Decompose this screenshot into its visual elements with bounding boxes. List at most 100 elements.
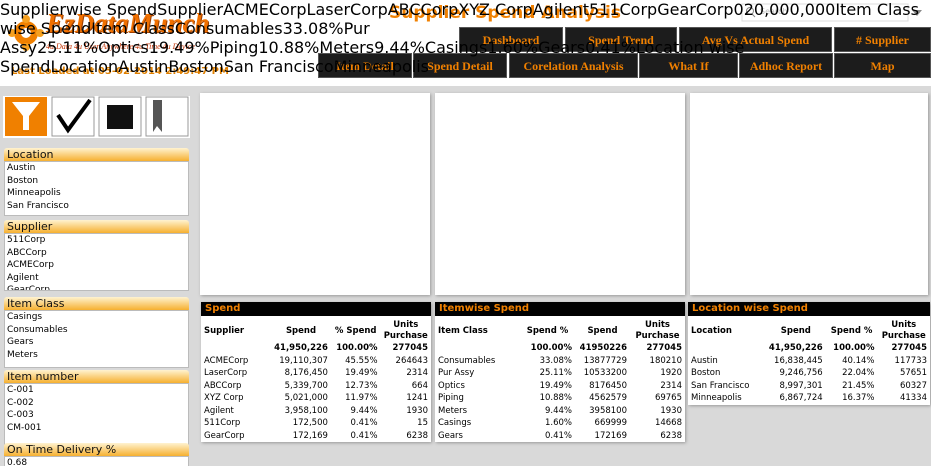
dropdown-arrow[interactable] xyxy=(912,10,922,16)
filter-item[interactable]: C-003 xyxy=(7,410,34,420)
legend-value: 1.60% xyxy=(487,38,539,57)
nav-tab[interactable]: Corelation Analysis xyxy=(509,53,638,78)
cell: 45.55% xyxy=(345,355,378,366)
total-cell xyxy=(435,342,520,355)
cell: Optics xyxy=(438,380,465,391)
data-row[interactable]: Agilent 3,958,100 9.44% 1930 xyxy=(201,405,431,418)
legend-label: Piping xyxy=(209,38,259,57)
header-cell[interactable]: Item Class xyxy=(438,325,488,336)
header-cell[interactable]: Spend % xyxy=(526,325,569,336)
totals-row: 41,950,226 100.00% 277045 xyxy=(201,342,431,355)
search-box[interactable] xyxy=(741,3,909,22)
cell: 10.88% xyxy=(539,393,572,403)
total-cell: 41,950,226 xyxy=(274,343,328,353)
filter-icon xyxy=(12,102,40,130)
header-cell[interactable]: Spend % xyxy=(830,325,873,336)
nav-tab[interactable]: Avg Vs Actual Spend xyxy=(679,27,832,52)
last-loaded: Last Loaded at 05-02-2014 2:49:47 PM xyxy=(11,66,229,77)
header-cell[interactable]: Units Purchase xyxy=(635,320,680,341)
data-row[interactable]: 511Corp 172,500 0.41% 15 xyxy=(201,417,431,430)
header-cell[interactable]: Units Purchase xyxy=(383,320,428,341)
legend-label: Consumables xyxy=(174,19,283,38)
total-cell: 41,950,226 xyxy=(768,343,823,353)
filter-item[interactable]: ACMECorp xyxy=(7,260,54,270)
header-cell[interactable]: Supplier xyxy=(204,325,245,336)
table-title: Location wise Spend xyxy=(688,302,930,316)
filter-header: On Time Delivery % xyxy=(4,443,189,456)
nav-tab[interactable]: Adhoc Report xyxy=(739,53,833,78)
cell: 117733 xyxy=(894,355,927,366)
data-row[interactable]: Minneapolis 6,867,724 16.37% 41334 xyxy=(688,392,930,405)
filter-item[interactable]: C-001 xyxy=(7,385,34,395)
data-row[interactable]: Pur Assy 25.11% 10533200 1920 xyxy=(435,367,685,380)
data-row[interactable]: San Francisco 8,997,301 21.45% 60327 xyxy=(688,380,930,393)
data-row[interactable]: Piping 10.88% 4562579 69765 xyxy=(435,392,685,405)
data-row[interactable]: LaserCorp 8,176,450 19.49% 2314 xyxy=(201,367,431,380)
data-row[interactable]: Boston 9,246,756 22.04% 57651 xyxy=(688,367,930,380)
filter-header: Supplier xyxy=(4,220,189,233)
filter-item[interactable]: Minneapolis xyxy=(7,188,61,198)
data-row[interactable]: Casings 1.60% 669999 14668 xyxy=(435,417,685,430)
page-title: Supplier Spend Analysis xyxy=(388,3,621,23)
bookmark-icon[interactable] xyxy=(145,96,189,137)
data-row[interactable]: Consumables 33.08% 13877729 180210 xyxy=(435,355,685,368)
filter-item[interactable]: C-002 xyxy=(7,397,34,408)
cell: 0.41% xyxy=(350,430,378,441)
data-row[interactable]: ACMECorp 19,110,307 45.55% 264643 xyxy=(201,355,431,368)
cell: Minneapolis xyxy=(691,393,742,403)
data-row[interactable]: GearCorp 172,169 0.41% 6238 xyxy=(201,430,431,443)
cell: 40.14% xyxy=(842,355,875,366)
header-cell[interactable]: Units Purchase xyxy=(881,320,926,341)
chart-panel xyxy=(435,93,685,295)
nav-tab[interactable]: # Supplier xyxy=(834,27,931,52)
data-row[interactable]: Optics 19.49% 8176450 2314 xyxy=(435,380,685,393)
header-cell[interactable]: Spend xyxy=(587,325,618,336)
nav-tab[interactable]: Map xyxy=(834,53,931,78)
nav-tab[interactable]: Spend Detail xyxy=(413,53,507,78)
filter-list: Casings Consumables Gears Meters xyxy=(4,310,189,368)
cell: LaserCorp xyxy=(204,368,248,378)
nav-tab[interactable]: What If xyxy=(639,53,738,78)
category-label: Boston xyxy=(168,57,224,76)
header-cell[interactable]: Spend xyxy=(285,325,317,336)
header-cell[interactable]: % Spend xyxy=(334,325,377,336)
cell: Boston xyxy=(691,368,721,378)
logo-title: EzDataMunch xyxy=(46,8,210,38)
data-row[interactable]: XYZ Corp 5,021,000 11.97% 1241 xyxy=(201,392,431,405)
cell: 19.49% xyxy=(539,380,572,391)
filter-item[interactable]: 511Corp xyxy=(7,235,46,245)
filter-item[interactable]: Meters xyxy=(7,349,38,360)
nav-tab[interactable]: Item Detail xyxy=(318,53,412,78)
filter-item[interactable]: Agilent xyxy=(7,272,39,283)
cell: 0.41% xyxy=(350,418,378,428)
cell: 172,500 xyxy=(292,418,328,428)
table-title: Spend xyxy=(201,302,431,316)
cell: GearCorp xyxy=(204,430,245,441)
data-row[interactable]: ABCCorp 5,339,700 12.73% 664 xyxy=(201,380,431,393)
filter-item[interactable]: ABCCorp xyxy=(7,247,47,258)
data-row[interactable]: Gears 0.41% 172169 6238 xyxy=(435,430,685,443)
legend-value: 0.41% xyxy=(585,38,636,57)
nav-tab[interactable]: Spend Trend xyxy=(565,27,677,52)
filter-item[interactable]: Consumables xyxy=(7,324,68,335)
cell: 2314 xyxy=(406,368,428,378)
data-row[interactable]: Meters 9.44% 3958100 1930 xyxy=(435,405,685,418)
filter-item[interactable]: GearCorp xyxy=(7,285,50,291)
filter-item[interactable]: 0.68 xyxy=(7,458,28,466)
filter-item[interactable]: Austin xyxy=(7,163,36,173)
header-cell[interactable]: Location xyxy=(691,325,732,336)
filter-item[interactable]: Casings xyxy=(7,312,43,322)
cell: 8,176,450 xyxy=(284,368,328,378)
cell: 41334 xyxy=(899,393,927,403)
filter-item[interactable]: Gears xyxy=(7,337,34,347)
cell: 6,867,724 xyxy=(779,393,823,403)
nav-tab[interactable]: Dashboard xyxy=(459,27,563,52)
filter-item[interactable]: CM-001 xyxy=(7,422,42,433)
filter-item[interactable]: Boston xyxy=(7,175,39,186)
header-row: Location Spend Spend % Units Purchase xyxy=(688,316,930,342)
data-row[interactable]: Austin 16,838,445 40.14% 117733 xyxy=(688,355,930,368)
cell: 21.45% xyxy=(842,380,875,391)
cell: 664 xyxy=(411,380,428,391)
filter-item[interactable]: San Francisco xyxy=(7,200,69,211)
header-cell[interactable]: Spend xyxy=(780,325,811,336)
